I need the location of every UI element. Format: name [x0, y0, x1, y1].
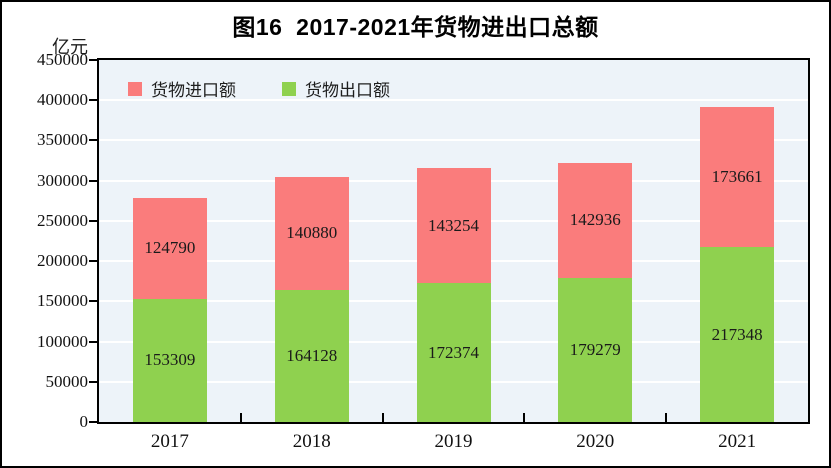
y-axis-tick: [89, 139, 97, 142]
y-axis-tick: [89, 219, 97, 222]
bar-value-label: 142936: [569, 210, 621, 230]
legend-item: 货物出口额: [282, 76, 390, 101]
y-axis-tick-label: 100000: [37, 331, 88, 351]
y-axis-tick: [89, 340, 97, 343]
bar-value-label: 172374: [428, 342, 479, 362]
y-axis-tick: [89, 380, 97, 383]
gridline: [99, 99, 808, 102]
y-axis-tick: [89, 59, 97, 61]
bar-segment-货物进口额: 142936: [558, 162, 633, 278]
bar-segment-货物出口额: 172374: [416, 283, 491, 422]
bar-value-label: 143254: [428, 215, 479, 235]
x-axis-category-label: 2019: [434, 431, 473, 452]
x-axis-category-label: 2018: [292, 431, 331, 452]
bar-segment-货物进口额: 173661: [700, 107, 775, 248]
x-axis-tick: [381, 413, 384, 422]
x-axis-tick: [665, 413, 668, 422]
y-axis-tick-label: 200000: [37, 251, 88, 271]
y-axis-tick: [89, 300, 97, 303]
bar-value-label: 179279: [569, 339, 621, 359]
x-axis-category-label: 2017: [150, 431, 189, 452]
bar-value-label: 164128: [286, 345, 338, 365]
y-axis-tick: [89, 99, 97, 102]
legend-swatch-icon: [128, 81, 142, 96]
y-axis-tick: [89, 260, 97, 263]
bar-segment-货物出口额: 217348: [700, 247, 775, 422]
y-axis-tick-label: 0: [79, 412, 89, 431]
y-axis-tick-label: 450000: [37, 50, 88, 69]
bar-value-label: 217348: [711, 324, 763, 344]
bar-segment-货物进口额: 143254: [416, 168, 491, 284]
bar-segment-货物出口额: 164128: [274, 289, 349, 422]
legend-label: 货物进口额: [151, 81, 236, 100]
x-axis-tick: [239, 413, 242, 422]
y-axis-tick: [89, 421, 97, 423]
chart-title: 图16 2017-2021年货物进出口总额: [232, 14, 599, 40]
legend-swatch-icon: [282, 81, 296, 96]
y-axis-tick: [89, 179, 97, 182]
x-axis-tick: [523, 413, 526, 422]
y-axis-tick-label: 150000: [37, 291, 88, 311]
legend-item: 货物进口额: [128, 76, 236, 101]
bar-segment-货物出口额: 153309: [132, 298, 207, 422]
y-axis-tick-label: 300000: [37, 170, 88, 190]
legend: 货物进口额 货物出口额: [128, 76, 390, 101]
y-axis-tick-label: 250000: [37, 210, 88, 230]
y-axis-tick-label: 400000: [37, 90, 88, 110]
bar-value-label: 140880: [286, 223, 338, 243]
gridline: [99, 139, 808, 142]
bar-segment-货物出口额: 179279: [558, 277, 633, 422]
plot-area: 153309 124790 164128 140880 172374 143254 1792…: [97, 58, 810, 424]
legend-label: 货物出口额: [305, 81, 390, 100]
x-axis-category-label: 2021: [718, 431, 757, 452]
bar-value-label: 173661: [711, 167, 763, 187]
bar-value-label: 124790: [144, 238, 196, 258]
y-axis-tick-label: 50000: [45, 371, 89, 391]
y-axis-unit-label: 亿元: [52, 37, 88, 57]
bar-segment-货物进口额: 140880: [274, 176, 349, 290]
y-axis-tick-label: 350000: [37, 130, 88, 150]
bar-value-label: 153309: [144, 350, 196, 370]
bar-segment-货物进口额: 124790: [132, 198, 207, 299]
x-axis-category-label: 2020: [576, 431, 615, 452]
